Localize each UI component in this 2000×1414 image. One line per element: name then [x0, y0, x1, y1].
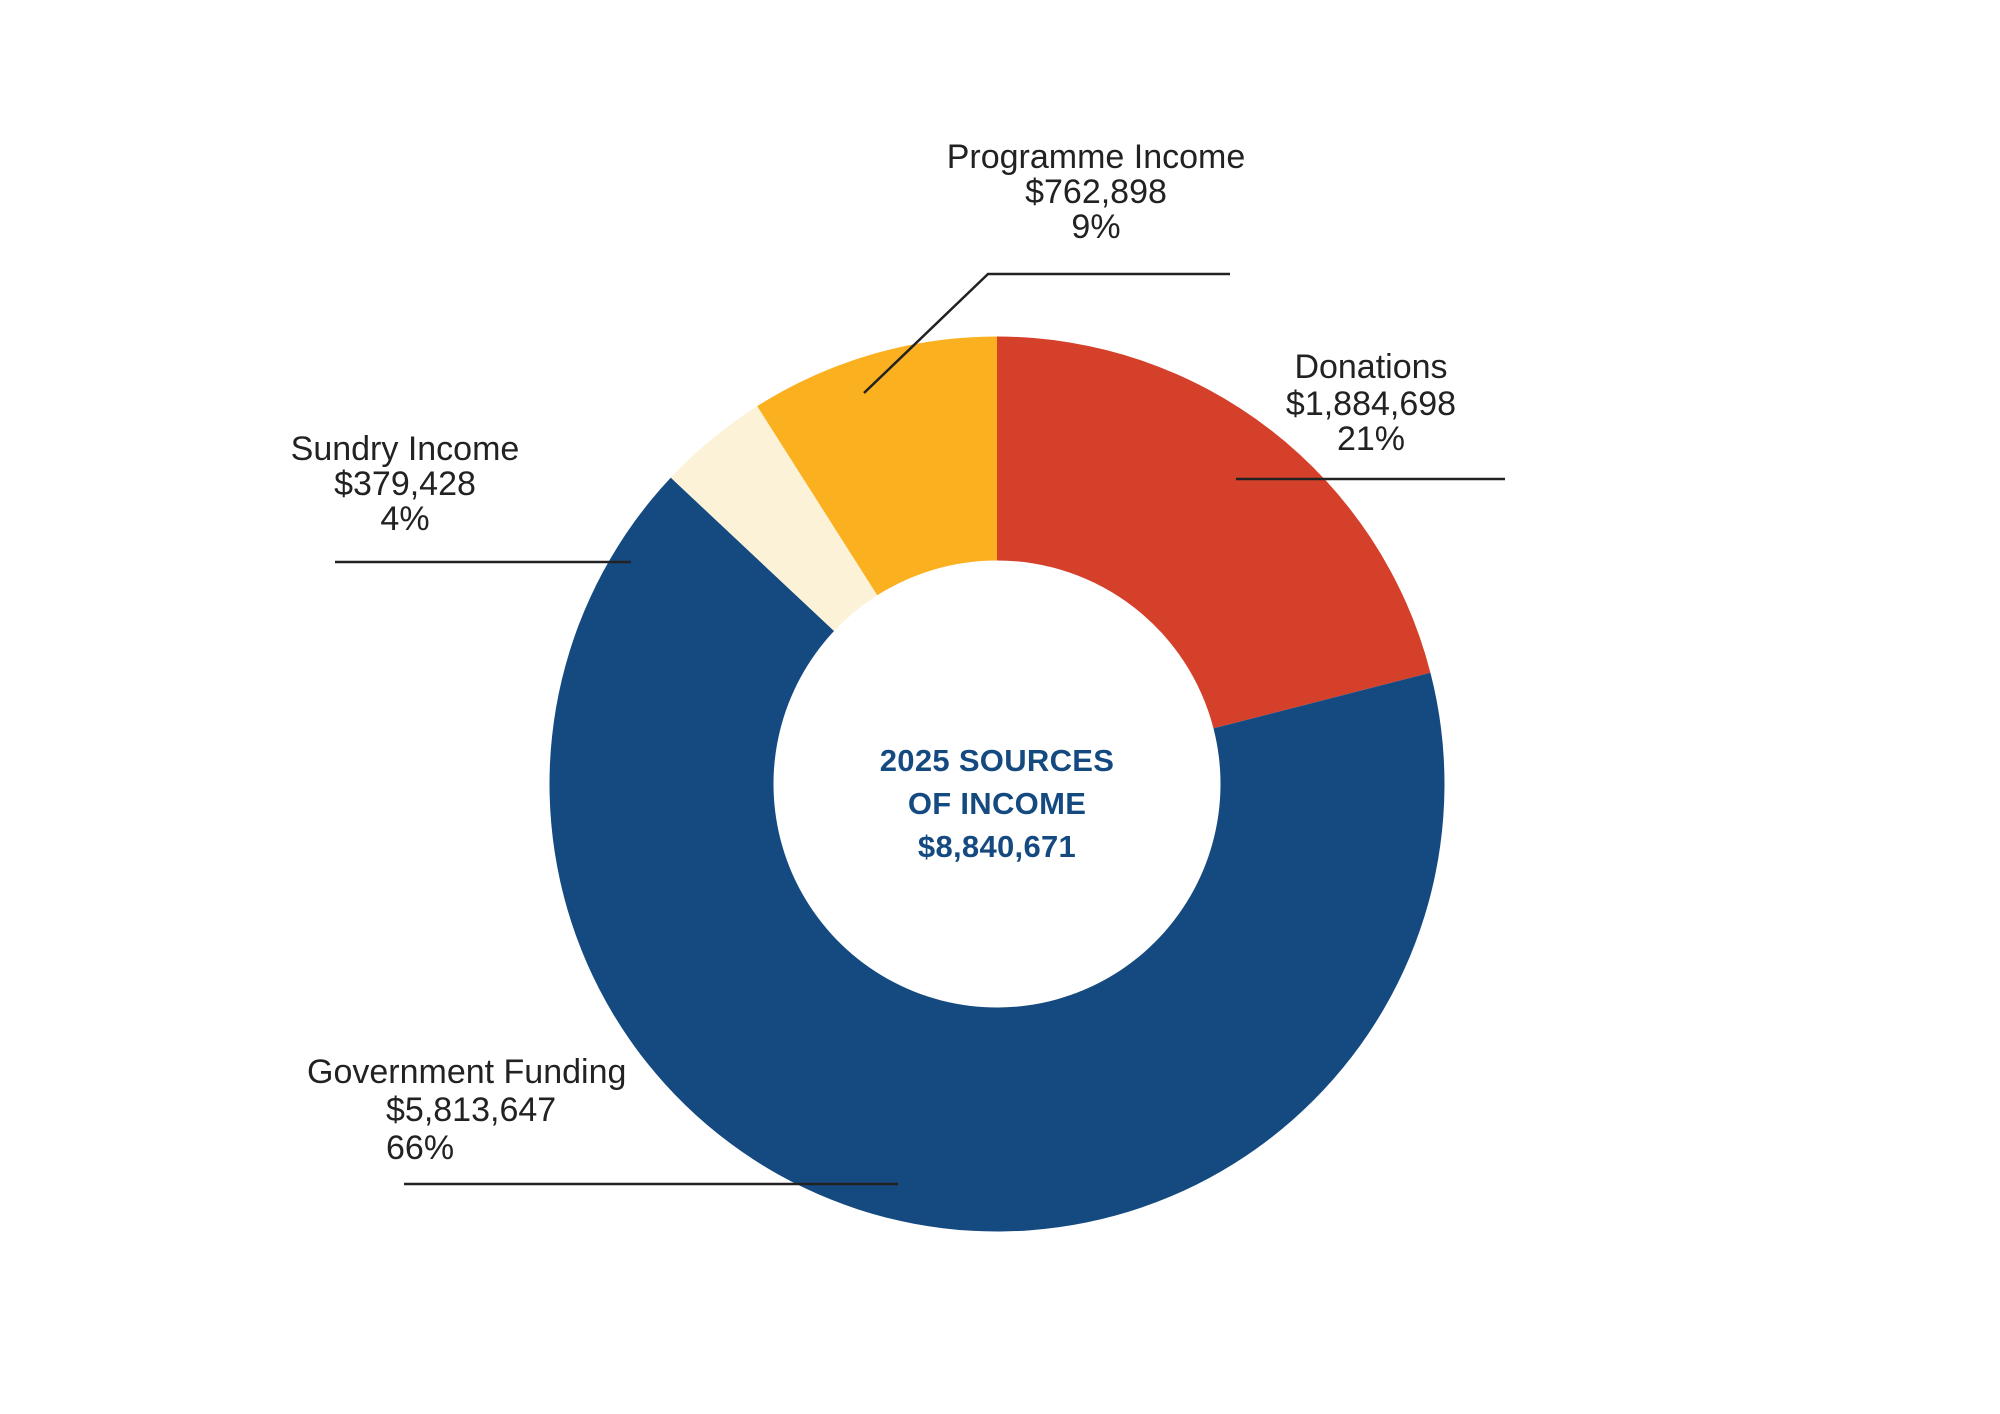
svg-text:2025 SOURCES: 2025 SOURCES	[880, 743, 1114, 778]
svg-text:OF INCOME: OF INCOME	[908, 786, 1086, 821]
svg-text:Sundry Income: Sundry Income	[291, 430, 520, 468]
svg-text:$1,884,698: $1,884,698	[1286, 385, 1456, 423]
svg-text:9%: 9%	[1071, 208, 1120, 246]
svg-text:4%: 4%	[380, 500, 429, 538]
svg-text:$5,813,647: $5,813,647	[386, 1091, 556, 1129]
svg-text:66%: 66%	[386, 1129, 454, 1167]
svg-text:Government Funding: Government Funding	[307, 1053, 626, 1091]
svg-text:$762,898: $762,898	[1025, 173, 1167, 211]
svg-text:21%: 21%	[1337, 420, 1405, 458]
svg-text:Programme Income: Programme Income	[947, 138, 1246, 176]
svg-text:Donations: Donations	[1294, 348, 1447, 386]
svg-text:$379,428: $379,428	[334, 465, 476, 503]
svg-text:$8,840,671: $8,840,671	[918, 829, 1076, 864]
